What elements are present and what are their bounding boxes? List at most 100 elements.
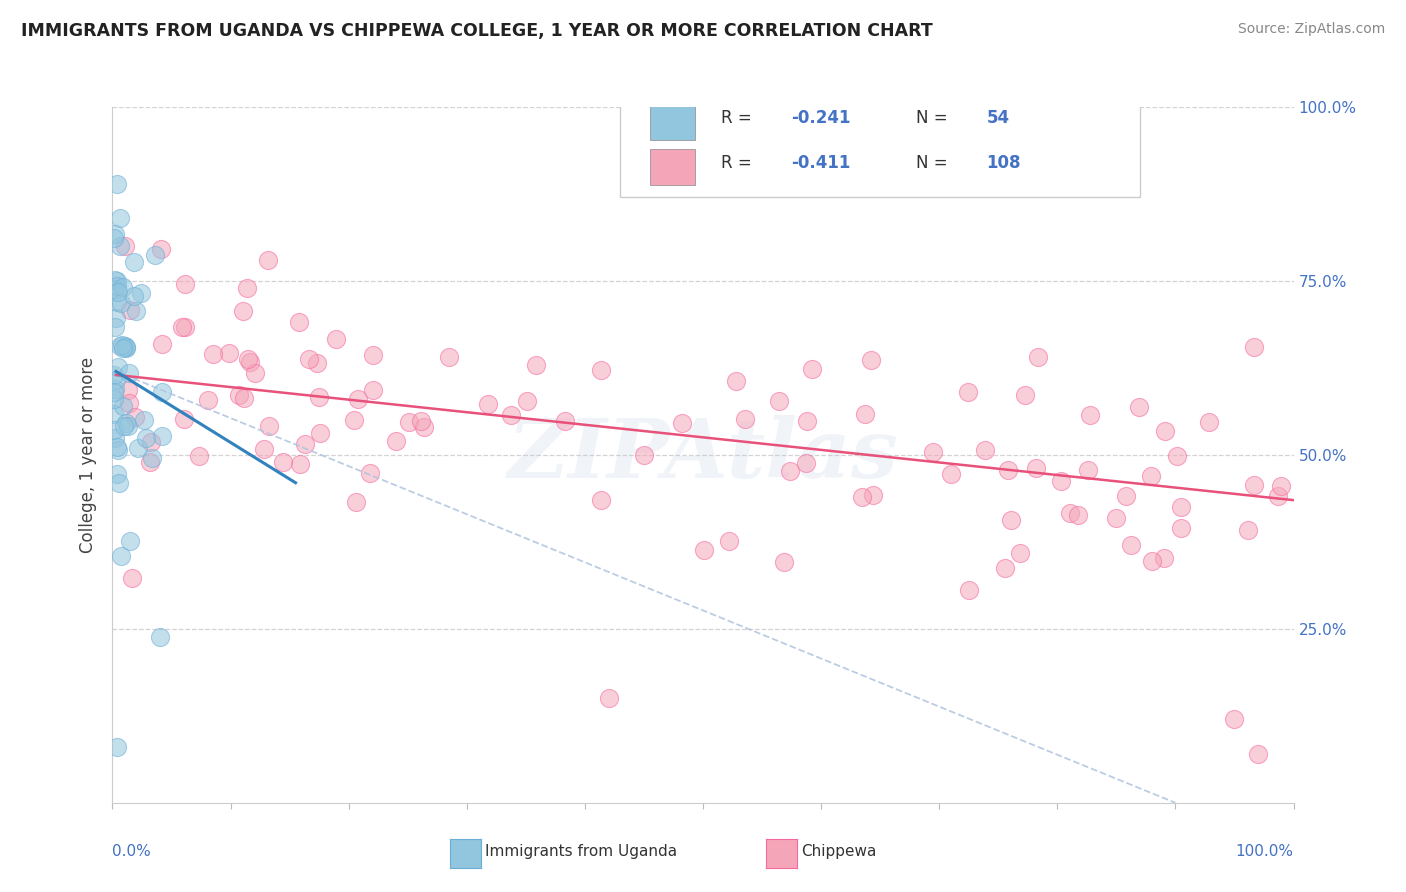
Point [1119, 538, 1142, 552]
Point [257, 419, 280, 434]
Point [385, 434, 408, 449]
Point [134, 413, 156, 427]
Point [325, 332, 347, 346]
Point [111, 279, 134, 293]
Point [150, 428, 173, 442]
Point [105, 177, 128, 191]
Point [104, 282, 127, 296]
Point [107, 359, 129, 374]
Point [860, 353, 883, 368]
Point [779, 464, 801, 478]
Point [149, 243, 172, 257]
Point [111, 399, 134, 413]
Point [238, 352, 260, 367]
Point [524, 358, 547, 372]
Point [256, 253, 278, 268]
Point [994, 561, 1017, 575]
Point [591, 492, 613, 507]
Point [1026, 351, 1049, 365]
Point [671, 416, 693, 430]
Point [105, 274, 128, 288]
Point [725, 374, 748, 388]
Point [232, 304, 254, 318]
Point [107, 443, 129, 458]
Point [129, 285, 152, 300]
Text: Chippewa: Chippewa [801, 845, 877, 859]
Text: 54: 54 [987, 109, 1010, 127]
Point [271, 455, 294, 469]
Point [298, 352, 321, 367]
Text: R =: R = [721, 109, 756, 127]
Text: -0.241: -0.241 [792, 109, 851, 127]
Point [1008, 546, 1031, 560]
Point [121, 571, 143, 585]
Point [105, 294, 128, 309]
Text: 108: 108 [987, 154, 1021, 172]
Point [1270, 478, 1292, 492]
Point [801, 362, 824, 376]
Point [243, 366, 266, 380]
Point [122, 289, 145, 303]
Point [347, 392, 370, 406]
Point [413, 419, 436, 434]
Point [997, 463, 1019, 477]
Point [114, 341, 136, 355]
Text: Source: ZipAtlas.com: Source: ZipAtlas.com [1237, 22, 1385, 37]
Point [114, 239, 136, 253]
Point [1247, 747, 1270, 761]
Point [139, 434, 162, 449]
Point [717, 533, 740, 548]
Point [398, 415, 420, 429]
Point [112, 419, 135, 434]
Point [361, 383, 384, 397]
Text: R =: R = [721, 154, 756, 172]
Point [734, 412, 756, 426]
Point [437, 350, 460, 364]
Point [228, 388, 250, 402]
Point [197, 392, 219, 407]
Point [149, 630, 172, 644]
Point [1140, 469, 1163, 483]
Point [127, 441, 149, 455]
Point [218, 346, 240, 360]
Text: IMMIGRANTS FROM UGANDA VS CHIPPEWA COLLEGE, 1 YEAR OR MORE CORRELATION CHART: IMMIGRANTS FROM UGANDA VS CHIPPEWA COLLE… [21, 22, 932, 40]
Point [105, 279, 128, 293]
Point [114, 339, 136, 353]
Point [104, 227, 127, 241]
Point [170, 320, 193, 334]
Point [693, 542, 716, 557]
Point [768, 394, 790, 409]
Point [516, 393, 538, 408]
Point [922, 445, 945, 459]
Point [108, 476, 131, 491]
Text: ZIPAtlas: ZIPAtlas [508, 415, 898, 495]
Point [1154, 424, 1177, 438]
Point [150, 384, 173, 399]
Point [202, 347, 225, 361]
Point [957, 582, 980, 597]
Point [1077, 463, 1099, 477]
Point [104, 431, 127, 445]
Point [773, 555, 796, 569]
Point [308, 390, 330, 404]
Point [105, 467, 128, 482]
Text: N =: N = [915, 154, 952, 172]
Point [103, 385, 125, 400]
Point [141, 451, 163, 466]
Point [941, 467, 963, 482]
Point [108, 239, 131, 253]
Point [115, 416, 138, 430]
Point [103, 368, 125, 383]
Point [111, 338, 134, 352]
Point [974, 443, 997, 458]
Text: -0.411: -0.411 [792, 154, 851, 172]
Point [499, 408, 522, 422]
Point [124, 410, 146, 425]
Point [1223, 712, 1246, 726]
Point [309, 426, 332, 441]
Point [103, 392, 125, 407]
Point [1059, 507, 1081, 521]
Point [150, 337, 173, 351]
Point [1128, 401, 1150, 415]
Point [253, 442, 276, 456]
